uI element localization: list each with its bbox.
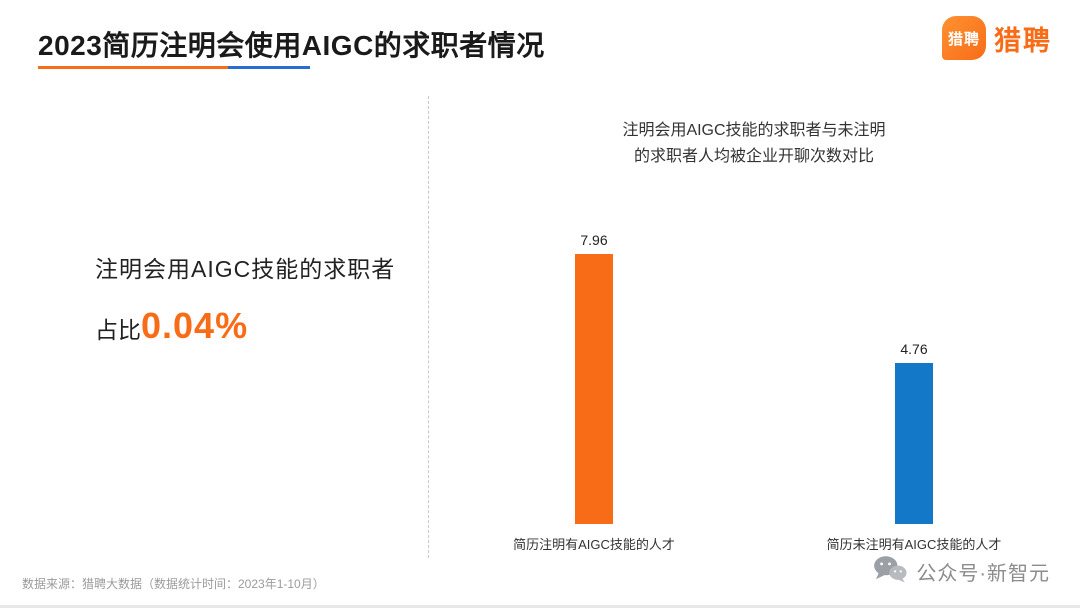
liepin-logo: 猎聘 猎聘 — [942, 16, 1052, 60]
chart-title-line1: 注明会用AIGC技能的求职者与未注明 — [622, 122, 886, 139]
bar-group-aigc: 7.96 简历注明有AIGC技能的人才 — [489, 232, 699, 553]
bar-value-label: 4.76 — [900, 340, 928, 357]
liepin-logo-text: 猎聘 — [994, 25, 1052, 56]
bar-chart: 注明会用AIGC技能的求职者与未注明 的求职者人均被企业开聊次数对比 7.96 … — [448, 118, 1060, 552]
wechat-icon — [873, 555, 907, 588]
underline-orange-segment — [38, 66, 228, 69]
liepin-bubble-icon: 猎聘 — [942, 16, 986, 60]
ratio-line: 占比 0.04% — [95, 305, 248, 347]
bar-category-label: 简历未注明有AIGC技能的人才 — [826, 536, 1002, 552]
chart-title: 注明会用AIGC技能的求职者与未注明 的求职者人均被企业开聊次数对比 — [448, 118, 1060, 171]
bar — [895, 362, 933, 524]
left-statement-text: 注明会用AIGC技能的求职者 — [95, 256, 396, 282]
bar-value-label: 7.96 — [580, 231, 608, 248]
wechat-account-block: 公众号·新智元 — [873, 555, 1050, 588]
chart-title-line2: 的求职者人均被企业开聊次数对比 — [633, 148, 874, 166]
bar-group-no-aigc: 4.76 简历未注明有AIGC技能的人才 — [809, 341, 1019, 553]
ratio-value-text: 0.04% — [141, 305, 249, 346]
vertical-dashed-divider — [428, 96, 429, 558]
title-underline — [38, 66, 310, 69]
bar-category-label: 简历注明有AIGC技能的人才 — [513, 536, 675, 552]
plot-area: 7.96 简历注明有AIGC技能的人才 4.76 简历未注明有AIGC技能的人才 — [448, 207, 1060, 553]
data-source-note: 数据来源：猎聘大数据（数据统计时间：2023年1-10月） — [22, 577, 325, 591]
bottom-divider — [0, 605, 1080, 608]
wechat-account-label: 公众号·新智元 — [916, 563, 1050, 585]
bar — [575, 253, 613, 524]
underline-blue-segment — [228, 66, 310, 69]
ratio-prefix-text: 占比 — [95, 317, 141, 343]
page-title: 2023简历注明会使用AIGC的求职者情况 — [38, 30, 545, 61]
